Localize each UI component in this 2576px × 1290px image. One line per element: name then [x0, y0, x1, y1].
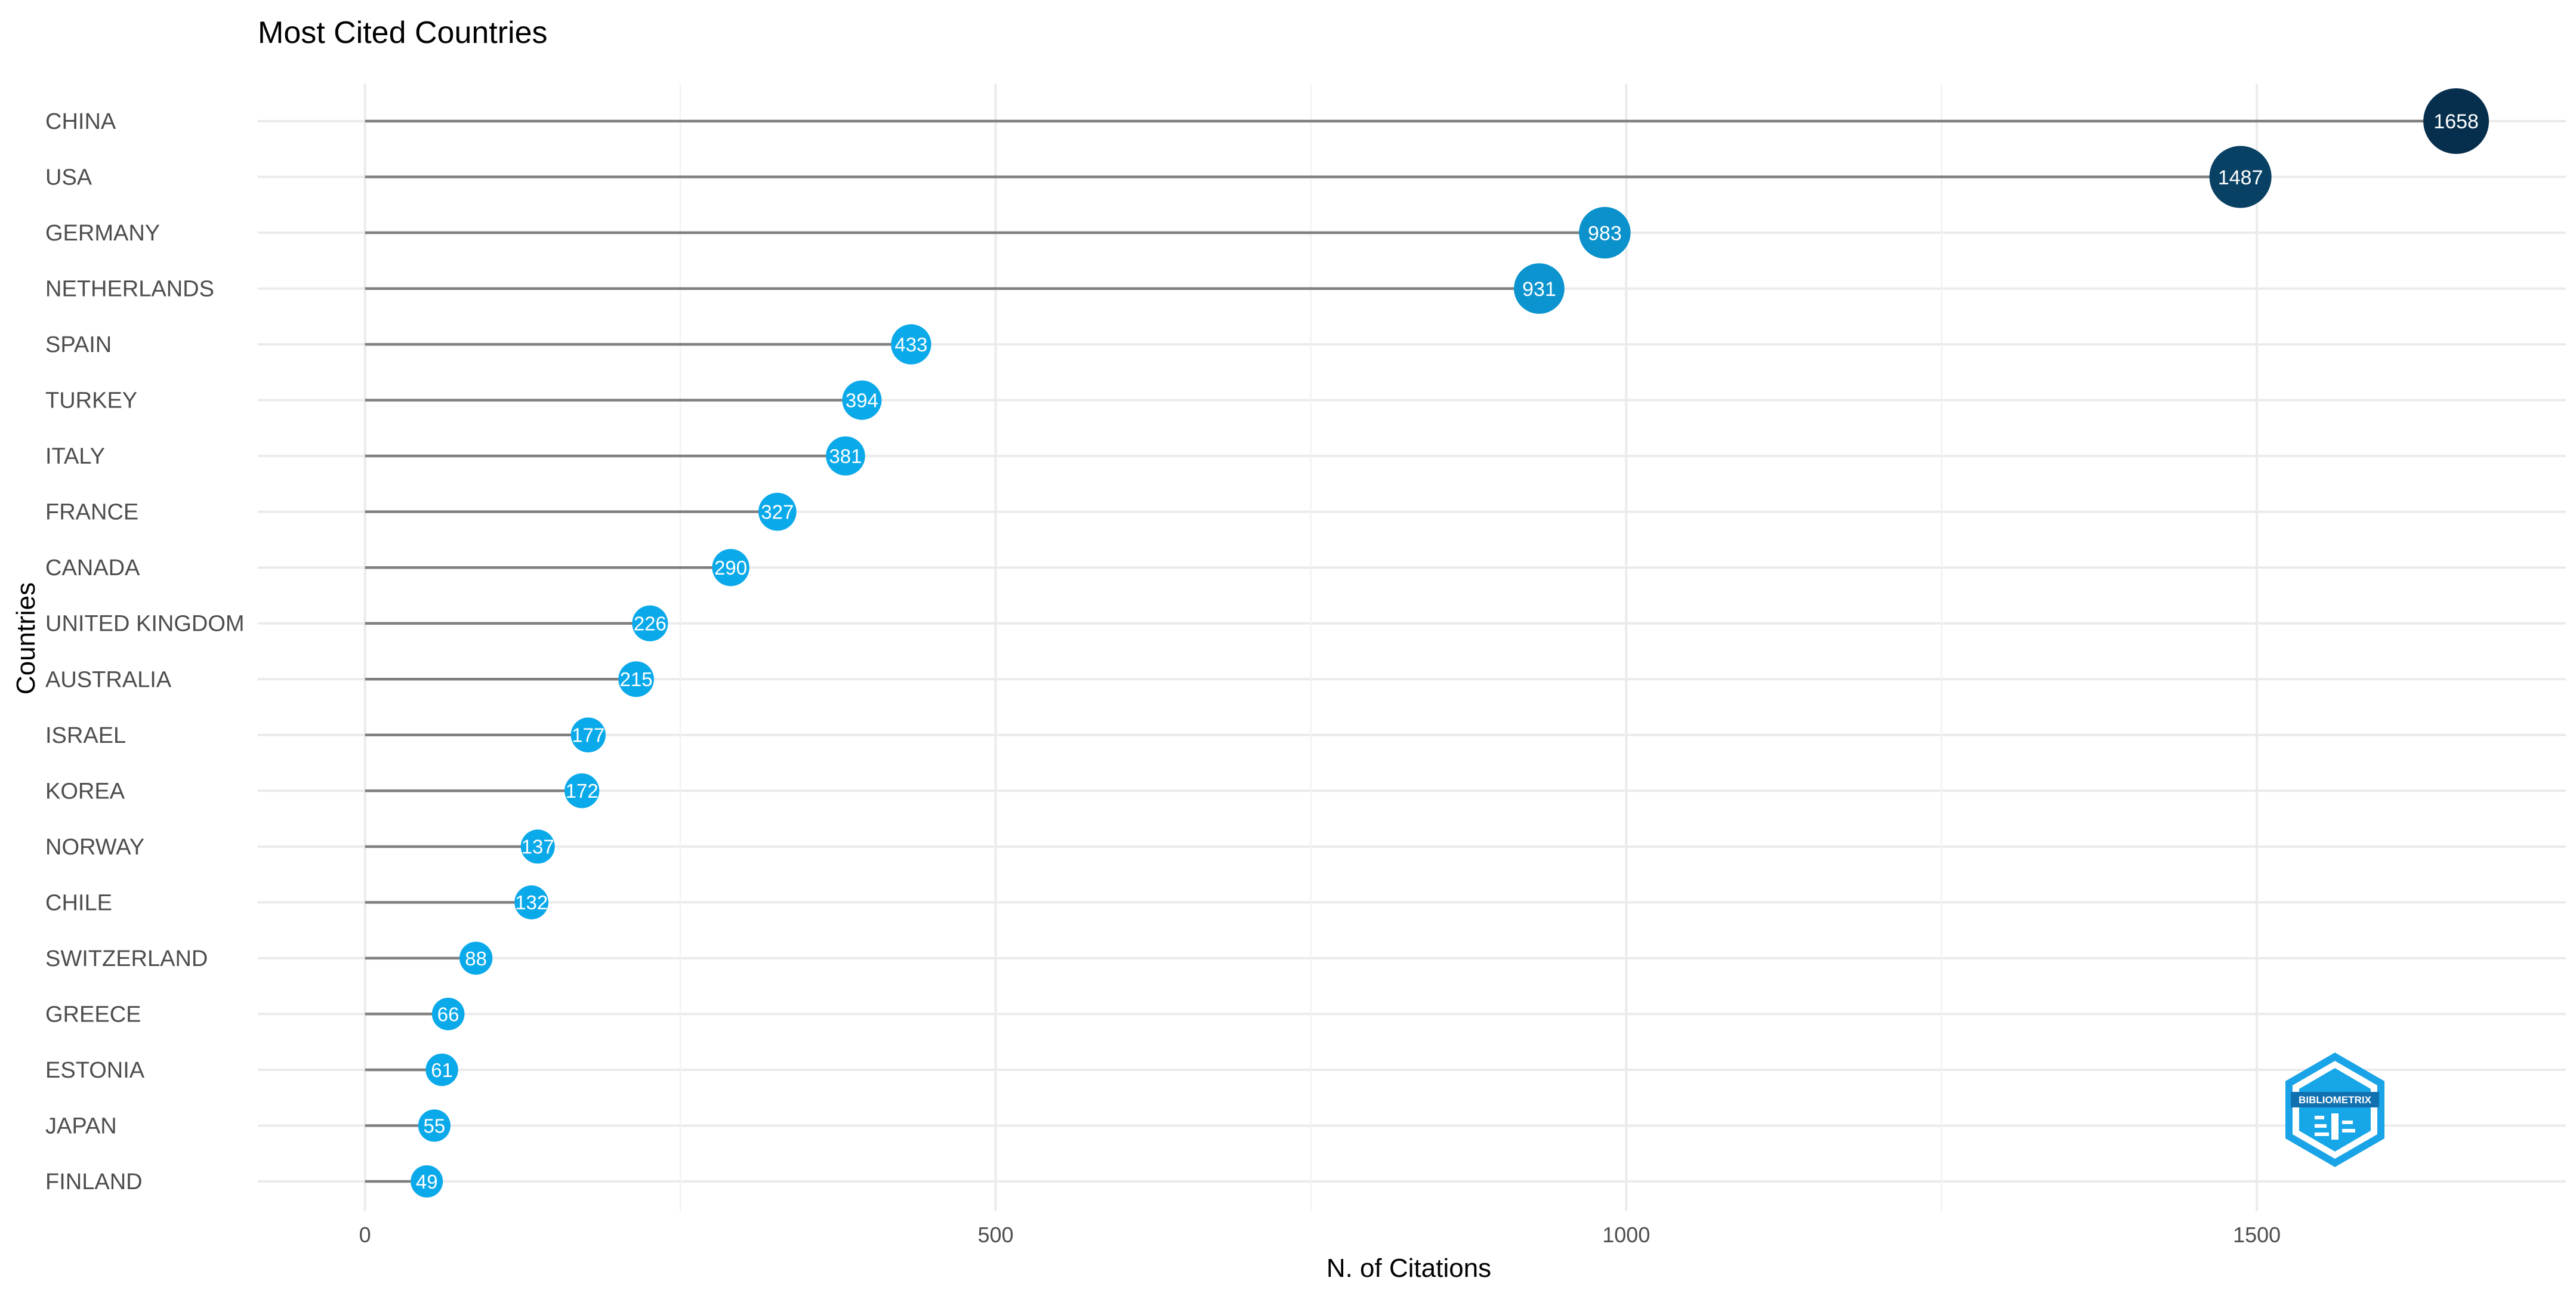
data-label: 66: [437, 1003, 459, 1025]
category-label: USA: [45, 165, 92, 190]
data-label: 327: [761, 501, 794, 523]
category-label: SWITZERLAND: [45, 946, 208, 971]
data-label: 226: [634, 613, 667, 635]
data-label: 137: [522, 836, 554, 858]
lollipop-stems: [365, 119, 2457, 1183]
data-point: [564, 773, 600, 808]
data-label: 1658: [2433, 110, 2479, 133]
category-label: ITALY: [45, 444, 105, 469]
watermark-text: BIBLIOMETRIX: [2299, 1094, 2371, 1106]
data-label: 132: [515, 891, 548, 914]
category-label: FINLAND: [45, 1169, 143, 1195]
x-tick-label: 1000: [1602, 1223, 1650, 1247]
data-label: 931: [1522, 278, 1556, 301]
data-label: 433: [894, 334, 927, 356]
data-point: [1579, 206, 1631, 259]
category-label: SPAIN: [45, 332, 112, 357]
data-label: 394: [846, 390, 878, 412]
data-point: [2209, 146, 2272, 208]
data-point: [842, 380, 882, 420]
category-labels: CHINA USA GERMANY NETHERLANDS SPAIN TURKEY ITA…: [45, 109, 245, 1195]
data-point: [891, 324, 931, 365]
data-label: 1487: [2218, 166, 2263, 189]
category-label: JAPAN: [45, 1113, 117, 1138]
data-point: [459, 942, 493, 975]
category-label: GREECE: [45, 1002, 141, 1027]
category-label: AUSTRALIA: [45, 667, 172, 692]
category-label: GERMANY: [45, 221, 160, 246]
category-label: ISRAEL: [45, 723, 126, 748]
data-point: [514, 885, 549, 919]
data-point: [570, 717, 606, 753]
x-tick-label: 500: [977, 1223, 1013, 1247]
data-point: [520, 829, 555, 864]
data-label: 983: [1588, 222, 1622, 245]
data-label: 172: [566, 780, 599, 802]
data-label: 61: [431, 1059, 453, 1081]
data-point: [411, 1165, 443, 1198]
data-point: [425, 1053, 458, 1087]
category-label: TURKEY: [45, 388, 137, 413]
lollipop-points: 1658 1487 983 931 433 394 381 327 290 226 215 177 17…: [411, 88, 2489, 1198]
y-axis-title: Countries: [11, 582, 41, 695]
category-label: FRANCE: [45, 500, 138, 525]
category-label: CHINA: [45, 109, 116, 134]
data-point: [712, 549, 749, 587]
data-point: [418, 1109, 451, 1142]
category-label: CANADA: [45, 555, 140, 581]
category-label: ESTONIA: [45, 1058, 145, 1083]
bibliometrix-logo-icon: BIBLIOMETRIX: [2285, 1053, 2384, 1167]
x-tick-labels: 0 500 1000 1500: [359, 1223, 2281, 1247]
data-point: [431, 998, 465, 1030]
data-point: [632, 605, 668, 641]
data-label: 290: [714, 557, 747, 579]
x-tick-label: 0: [359, 1223, 371, 1247]
data-label: 215: [620, 668, 653, 690]
chart-title: Most Cited Countries: [258, 16, 548, 50]
category-label: NETHERLANDS: [45, 277, 214, 302]
data-label: 177: [572, 724, 604, 746]
x-tick-label: 1500: [2233, 1223, 2281, 1247]
data-point: [826, 436, 865, 476]
category-label: NORWAY: [45, 835, 144, 860]
category-label: KOREA: [45, 779, 125, 804]
data-point: [1514, 263, 1565, 314]
category-label: CHILE: [45, 890, 112, 915]
data-label: 88: [465, 948, 487, 970]
x-axis-title: N. of Citations: [1326, 1254, 1491, 1283]
category-label: UNITED KINGDOM: [45, 612, 245, 637]
data-point: [758, 492, 797, 531]
data-point: [618, 661, 654, 698]
data-label: 55: [424, 1115, 446, 1137]
data-label: 381: [829, 445, 862, 467]
data-point: [2423, 88, 2489, 154]
data-label: 49: [416, 1171, 438, 1193]
